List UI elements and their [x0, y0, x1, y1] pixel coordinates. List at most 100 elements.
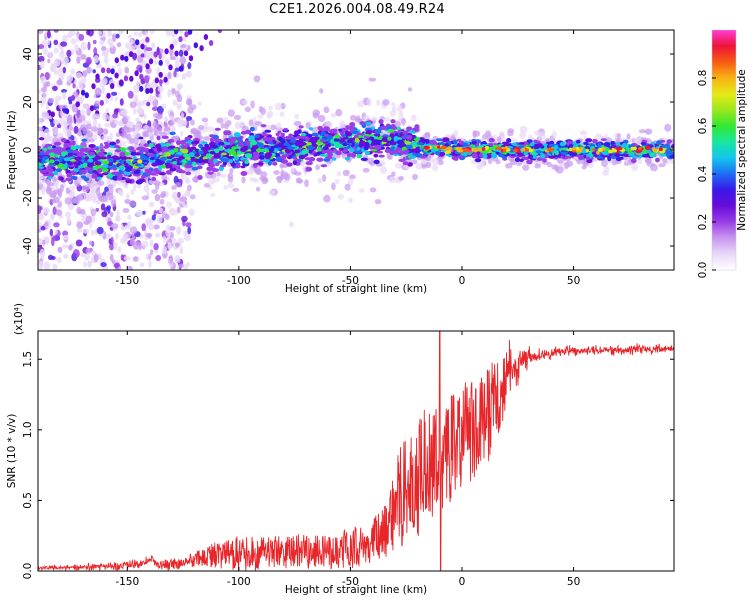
spectral-blob — [110, 68, 115, 75]
colorbar-tick-label: 0.2 — [697, 214, 709, 231]
spectral-blob — [656, 140, 662, 146]
colorbar-tick-label: 0.8 — [697, 70, 709, 87]
spectral-blob — [75, 101, 81, 108]
spectral-blob — [244, 129, 252, 135]
snr-panel: -150 -100 -50 0 50 0.00.51.01.5 Height of st… — [6, 303, 675, 596]
spectral-blob — [119, 151, 126, 157]
spectral-blob — [120, 223, 124, 231]
spectral-blob — [136, 209, 143, 217]
spectral-blob — [38, 221, 42, 230]
spectral-blob — [158, 93, 162, 100]
spectral-blob — [62, 56, 69, 66]
spectral-blob — [283, 127, 289, 132]
spectral-blob — [165, 59, 170, 67]
spectral-blob — [112, 167, 117, 171]
spectral-blob — [506, 138, 512, 143]
spectral-blob — [159, 198, 165, 205]
spectral-blob — [180, 43, 187, 49]
spectral-blob — [380, 125, 388, 130]
spectral-blob — [183, 35, 187, 43]
spectral-blob — [41, 187, 45, 195]
spectral-blob — [148, 131, 153, 137]
spectral-blob — [61, 138, 67, 143]
spectral-blob — [313, 136, 320, 140]
spectral-blob — [124, 163, 129, 167]
spectral-blob — [243, 9, 247, 15]
spectral-blob — [357, 100, 365, 108]
spectral-blob — [169, 43, 174, 50]
spectral-blob — [52, 206, 57, 215]
spectral-blob — [70, 95, 76, 101]
spectral-blob — [55, 168, 62, 173]
spectral-blob — [185, 143, 190, 147]
spectral-blob — [378, 154, 385, 158]
spectral-blob — [178, 36, 183, 43]
spectral-blob — [45, 81, 51, 87]
spectral-blob — [92, 39, 97, 45]
x-tick-label: 0 — [459, 576, 466, 588]
spectral-blob — [187, 62, 192, 70]
spectral-blob — [106, 67, 111, 74]
spectral-blob — [193, 140, 200, 145]
spectral-blob — [108, 184, 114, 190]
spectral-blob — [179, 196, 188, 202]
spectral-blob — [53, 47, 59, 54]
spectral-blob — [295, 158, 302, 163]
spectral-blob — [324, 143, 332, 148]
spectral-blob — [53, 128, 58, 136]
spectral-blob — [402, 161, 409, 166]
spectral-blob — [335, 150, 342, 156]
spectral-blob — [152, 122, 160, 128]
spectral-blob — [47, 176, 53, 180]
spectral-blob — [84, 156, 89, 160]
spectral-blob — [114, 262, 120, 268]
spectral-blob — [186, 116, 193, 121]
spectral-blob — [160, 191, 167, 198]
spectral-blob — [637, 158, 643, 165]
spectral-blob — [75, 239, 83, 247]
spectral-blob — [255, 186, 261, 192]
spectral-blob — [66, 216, 71, 225]
spectral-blob — [585, 156, 591, 161]
spectral-blob — [181, 159, 187, 164]
spectral-blob — [115, 132, 121, 137]
spectral-hotspot — [504, 146, 509, 150]
spectral-blob — [153, 243, 159, 251]
spectral-blob — [107, 30, 112, 35]
spectral-blob — [382, 99, 390, 106]
spectral-blob — [93, 253, 99, 263]
spectral-blob — [373, 153, 379, 158]
spectral-blob — [179, 246, 184, 255]
spectral-blob — [162, 235, 167, 243]
spectral-blob — [323, 126, 330, 132]
spectral-blob — [129, 137, 135, 144]
spectral-blob — [178, 65, 184, 72]
spectral-blob — [60, 179, 66, 183]
spectral-blob — [161, 174, 168, 181]
spectral-blob — [389, 142, 397, 146]
spectral-blob — [112, 113, 118, 119]
spectral-blob — [650, 163, 658, 172]
spectral-blob — [110, 83, 115, 89]
spectral-blob — [51, 256, 56, 260]
spectral-blob — [86, 107, 91, 116]
spectral-blob — [349, 174, 356, 180]
spectral-hotspot — [521, 147, 526, 152]
spectral-blob — [94, 147, 100, 151]
spectral-blob — [436, 138, 443, 142]
spectral-blob — [176, 103, 182, 110]
spectral-hotspot — [462, 148, 470, 152]
spectral-blob — [167, 71, 172, 80]
spectral-blob — [156, 135, 161, 141]
spectral-blob — [507, 130, 514, 137]
spectral-blob — [86, 261, 93, 268]
spectral-blob — [274, 102, 282, 111]
spectral-blob — [332, 157, 337, 161]
spectral-blob — [288, 133, 294, 137]
snr-frame — [37, 330, 675, 572]
spectral-blob — [121, 117, 128, 124]
spectral-blob — [148, 142, 154, 148]
spectral-blob — [61, 104, 68, 109]
spectrogram-xlabel: Height of straight line (km) — [285, 283, 427, 295]
spectral-blob — [173, 30, 179, 35]
